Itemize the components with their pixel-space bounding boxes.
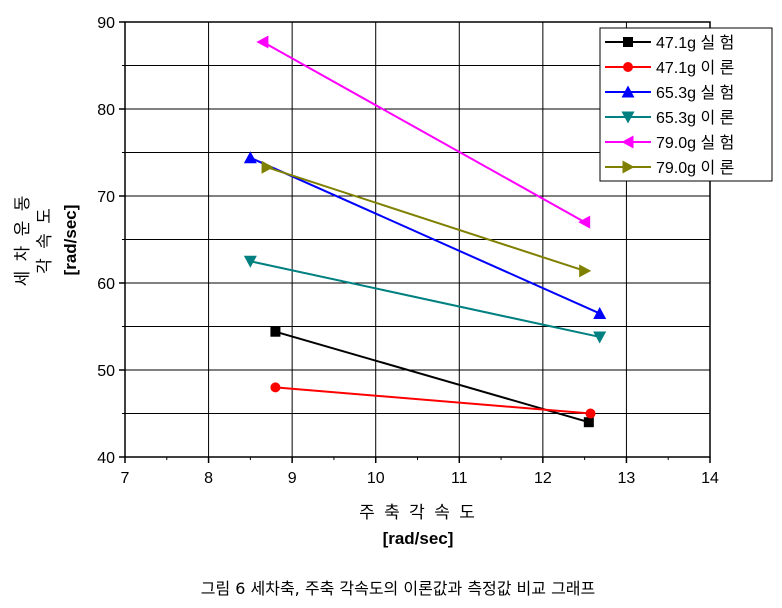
legend-label: 79.0g 실 험 [656,134,734,152]
legend-marker [621,85,635,98]
y-axis-unit: [rad/sec] [61,205,80,276]
series-line [275,330,590,424]
legend-marker [622,160,635,174]
series-line [250,260,600,338]
legend-marker [621,135,634,149]
data-point [243,255,257,268]
series-line [266,166,585,272]
data-point [585,408,596,419]
y-axis-label-line2: 각 속 도 [35,206,55,274]
figure-caption: 그림 6 세차축, 주축 각속도의 이론값과 측정값 비교 그래프 [201,579,596,598]
data-point [256,35,269,49]
x-tick-label: 12 [534,470,552,487]
legend-marker [623,62,633,72]
data-point [270,382,281,393]
data-point [243,151,257,164]
legend-label: 47.1g 이 론 [656,59,734,77]
data-point [583,417,594,428]
data-point [261,160,274,174]
y-tick-label: 50 [97,363,115,380]
legend-item: 65.3g 실 험 [605,84,734,102]
legend-item: 65.3g 이 론 [605,109,734,127]
legend-box [599,27,773,182]
y-tick-label: 70 [97,189,115,206]
legend-item: 79.0g 실 험 [605,134,734,152]
series-4 [243,255,607,344]
legend-label: 79.0g 이 론 [656,159,734,177]
x-tick-label: 11 [451,470,468,487]
x-tick-label: 14 [701,470,719,487]
legend-item: 47.1g 실 험 [605,34,734,52]
legend-label: 65.3g 실 험 [656,84,734,102]
data-point [270,326,281,337]
series-line [262,41,586,223]
data-point [593,331,607,344]
x-tick-label: 10 [367,470,385,487]
x-axis-label: 주 축 각 속 도 [359,503,477,523]
legend-marker [623,37,633,47]
y-tick-label: 40 [97,450,115,467]
series-2 [270,382,596,419]
x-tick-label: 8 [204,470,213,487]
series-line [249,156,601,315]
y-axis-label-line1: 세 차 운 동 [13,194,33,287]
legend-label: 47.1g 실 험 [656,34,734,52]
plot-frame [124,21,711,458]
x-tick-labels: 7 8 9 10 11 12 13 14 [121,470,719,487]
series-line [275,386,591,415]
data-point [578,215,591,229]
series-5 [256,35,591,229]
legend: 47.1g 실 험 47.1g 이 론 65.3g 실 험 65.3g 이 론 79.0… [599,27,773,182]
x-axis-unit: [rad/sec] [383,529,454,548]
y-tick-label: 90 [97,15,115,32]
y-tick-label: 60 [97,276,115,293]
legend-item: 79.0g 이 론 [605,159,734,177]
data-point [579,264,592,278]
x-tick-label: 9 [288,470,297,487]
data-point [593,306,607,319]
series-1 [270,326,594,428]
y-tick-labels: 40 50 60 70 80 90 [97,15,115,467]
series-layer [243,35,607,428]
y-tick-label: 80 [97,102,115,119]
series-3 [243,151,607,319]
x-tick-label: 13 [618,470,636,487]
legend-marker [621,111,635,124]
series-6 [261,160,592,278]
x-tick-label: 7 [121,470,130,487]
legend-item: 47.1g 이 론 [605,59,734,77]
legend-label: 65.3g 이 론 [656,109,734,127]
